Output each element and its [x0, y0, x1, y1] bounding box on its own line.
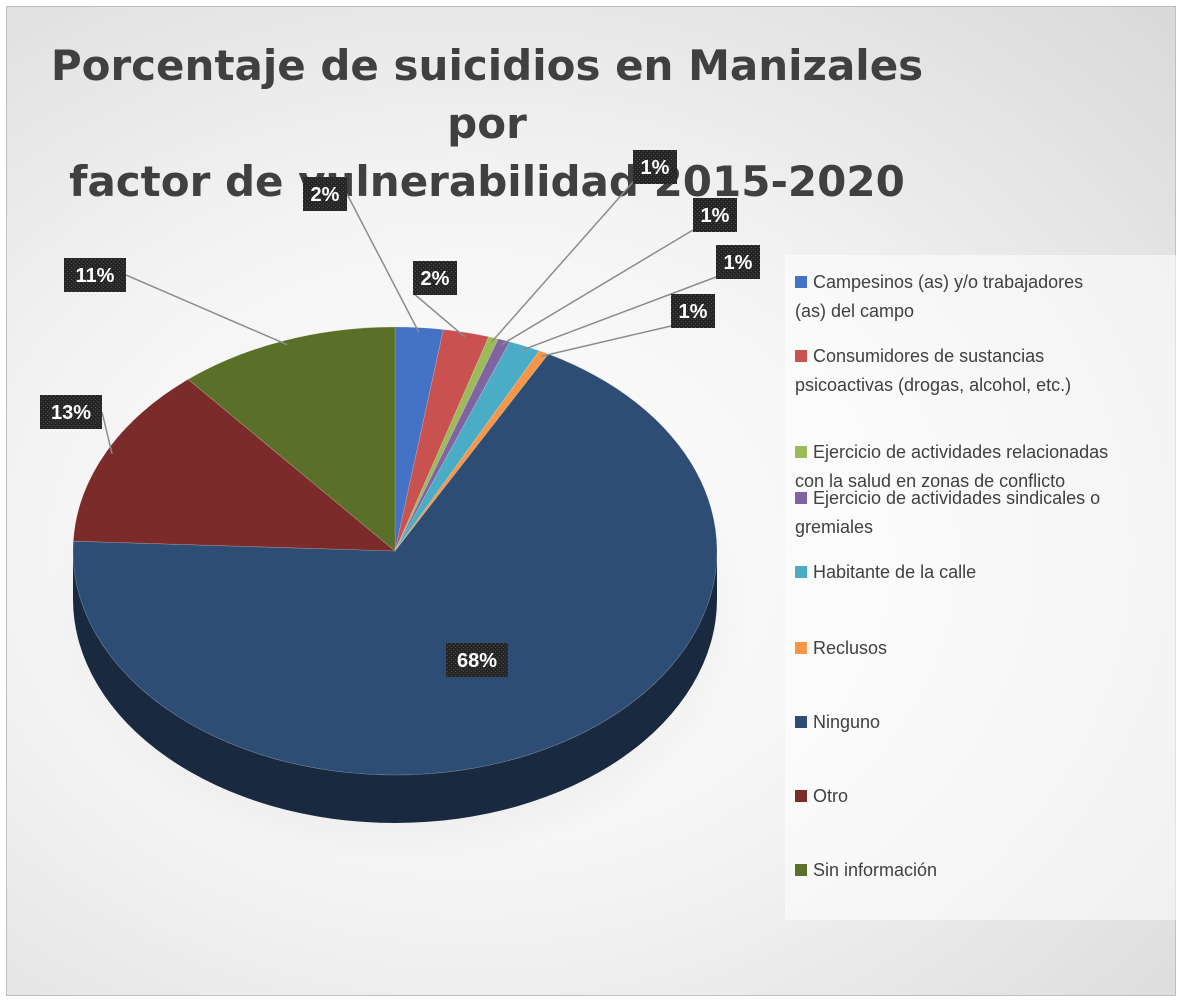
pie-slice-3: [394, 338, 511, 552]
legend-item: Reclusos: [795, 634, 1175, 663]
legend-label: psicoactivas (drogas, alcohol, etc.): [795, 375, 1072, 395]
data-label-box-1: [413, 261, 457, 295]
data-label-3: 1%: [701, 205, 730, 227]
pie-slice-1: [394, 329, 490, 552]
legend-swatch: [795, 276, 807, 288]
legend-label: Sin información: [813, 860, 938, 880]
data-label-0: 2%: [311, 184, 340, 206]
legend-item: Campesinos (as) y/o trabajadores (as) del…: [795, 268, 1175, 326]
legend-swatch: [795, 350, 807, 362]
leader-line-0: [346, 193, 420, 333]
data-label-box-7: [40, 395, 102, 429]
data-label-box-2: [633, 150, 677, 184]
legend-label: (as) del campo: [795, 301, 915, 321]
legend-item: Habitante de la calle: [795, 558, 1175, 587]
data-label-box-5: [671, 294, 715, 328]
chart-title-line-2: factor de vulnerabilidad 2015-2020: [69, 157, 905, 206]
data-label-box-4: [716, 245, 760, 279]
legend-label: Campesinos (as) y/o trabajadores: [813, 272, 1084, 292]
legend-swatch: [795, 446, 807, 458]
data-label-8: 11%: [76, 265, 115, 287]
data-label-6: 68%: [457, 650, 497, 672]
leader-line-2: [491, 181, 634, 343]
legend-label: Ejercicio de actividades sindicales o: [813, 488, 1101, 508]
pie-slice-0: [394, 326, 444, 552]
legend-label: con la salud en zonas de conflicto: [795, 471, 1066, 491]
legend-item: Ejercicio de actividades relacionadas con…: [795, 438, 1175, 496]
pie-slice-8: [187, 326, 396, 552]
legend-item: Ejercicio de actividades sindicales o gre…: [795, 484, 1175, 542]
legend-label: Reclusos: [813, 638, 888, 658]
leader-line-3: [501, 229, 694, 346]
legend-label: Consumidores de sustancias: [813, 346, 1045, 366]
leader-line-8: [125, 274, 288, 346]
legend-label: Habitante de la calle: [813, 562, 977, 582]
pie-slice-6: [72, 353, 718, 776]
data-label-box-6: [446, 643, 508, 677]
legend-swatch: [795, 566, 807, 578]
legend-item: Ninguno: [795, 708, 1175, 737]
legend-label: Otro: [813, 786, 849, 806]
legend-swatch: [795, 790, 807, 802]
data-label-4: 1%: [724, 252, 753, 274]
data-label-1: 2%: [421, 268, 450, 290]
pie-slice-4: [394, 341, 540, 552]
pie-chart: 2% 2% 1% 1% 1% 1% 68% 13% 11%: [40, 150, 760, 863]
legend: Campesinos (as) y/o trabajadores (as) del…: [785, 255, 1179, 920]
pie-slice-2: [394, 336, 499, 552]
leader-line-4: [521, 276, 717, 351]
data-label-box-0: [303, 177, 347, 211]
chart-area: Porcentaje de suicidios en Manizales por…: [6, 6, 1179, 996]
legend-item: Consumidores de sustancias psicoactivas (…: [795, 342, 1175, 400]
legend-swatch: [795, 642, 807, 654]
data-label-5: 1%: [679, 301, 708, 323]
pie-slice-7: [72, 378, 396, 552]
leader-line-7: [101, 411, 113, 454]
leader-line-1: [412, 292, 466, 338]
legend-label: Ninguno: [813, 712, 881, 732]
chart-title-line-1: Porcentaje de suicidios en Manizales por: [50, 41, 924, 148]
data-label-2: 1%: [641, 157, 670, 179]
leader-line-5: [540, 325, 672, 358]
legend-swatch: [795, 492, 807, 504]
legend-swatch: [795, 716, 807, 728]
legend-swatch: [795, 864, 807, 876]
pie-side-6: [73, 551, 717, 823]
legend-label: Ejercicio de actividades relacionadas: [813, 442, 1109, 462]
chart-title: Porcentaje de suicidios en Manizales por…: [47, 37, 927, 211]
data-label-box-8: [64, 258, 126, 292]
legend-item: Sin información: [795, 856, 1175, 885]
legend-label: gremiales: [795, 517, 874, 537]
legend-item: Otro: [795, 782, 1175, 811]
data-label-7: 13%: [51, 402, 91, 424]
data-label-box-3: [693, 198, 737, 232]
